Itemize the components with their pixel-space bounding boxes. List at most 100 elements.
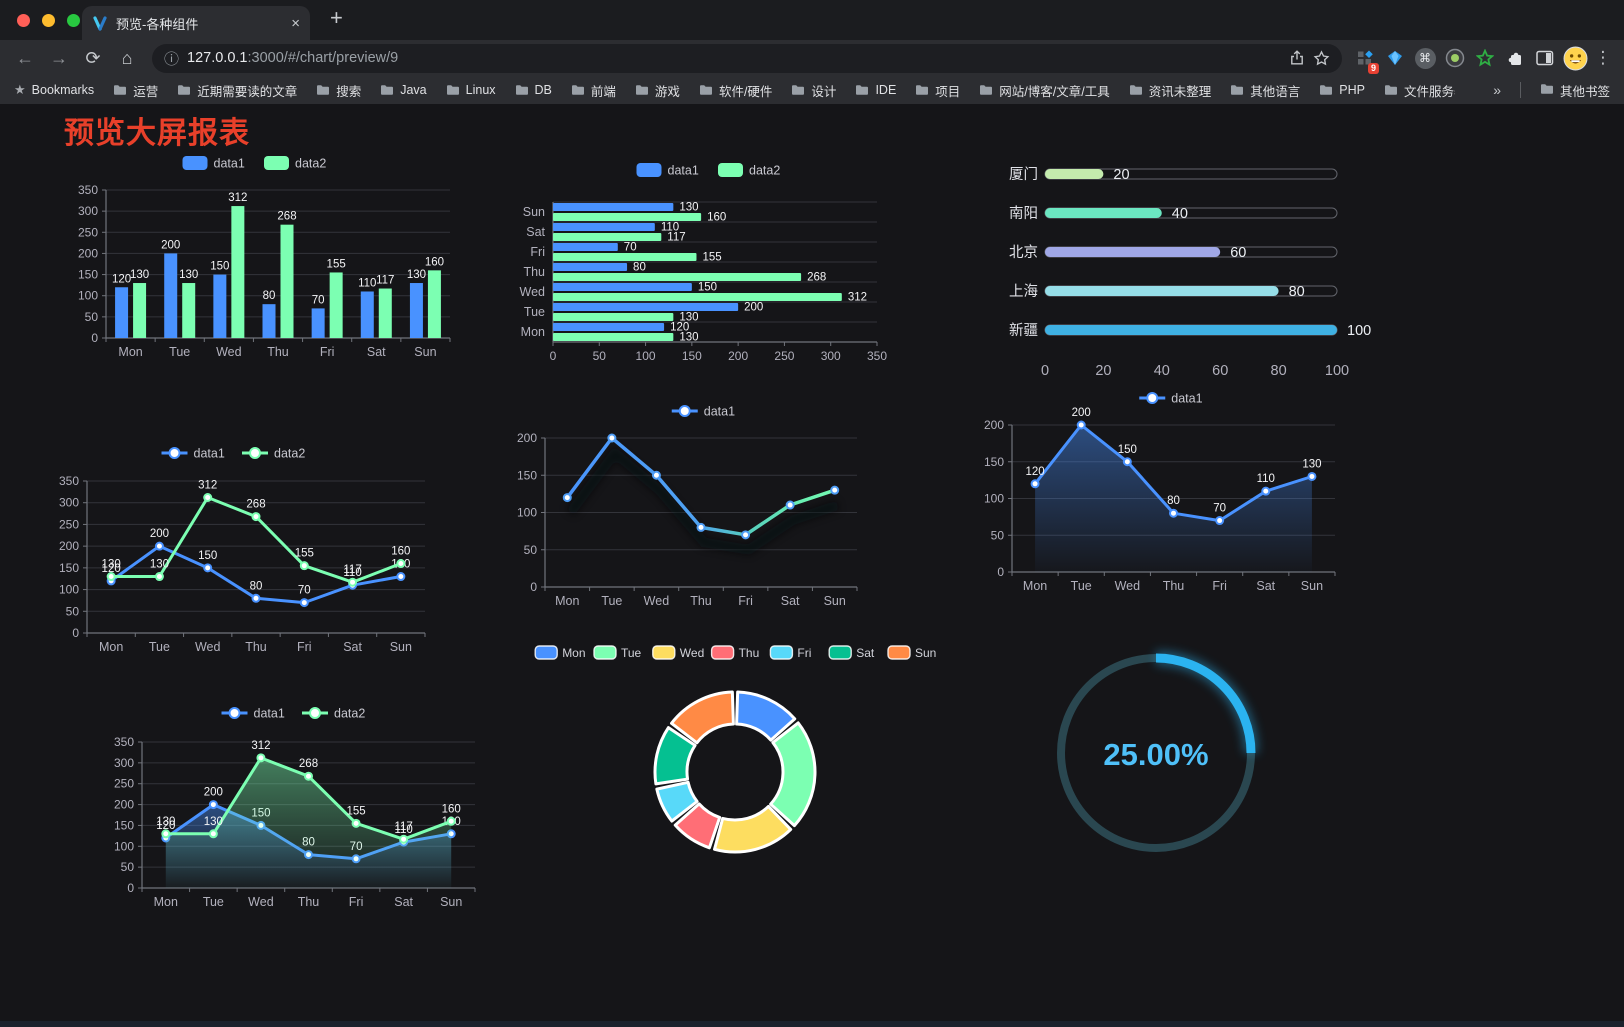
page-content: 预览大屏报表 data1 data2 0 50 100 150 200 250 300 350 Mo… [0, 104, 1624, 1021]
svg-text:Mon: Mon [154, 895, 178, 909]
bookmark-folder-item[interactable]: 设计 [791, 81, 836, 100]
svg-text:268: 268 [299, 758, 318, 770]
bookmark-folder-item[interactable]: 前端 [571, 81, 616, 100]
svg-text:250: 250 [774, 349, 794, 363]
extension-grid-icon[interactable]: 9 [1350, 40, 1380, 76]
bookmark-folder-item[interactable]: IDE [855, 83, 896, 97]
svg-text:312: 312 [251, 740, 270, 752]
svg-text:70: 70 [1213, 503, 1226, 515]
svg-text:100: 100 [517, 506, 537, 520]
svg-text:268: 268 [277, 211, 296, 223]
site-info-icon[interactable]: ⓘ [164, 50, 180, 68]
svg-text:300: 300 [821, 349, 841, 363]
svg-text:200: 200 [161, 239, 180, 251]
svg-text:Thu: Thu [523, 265, 545, 279]
folder-icon [316, 84, 330, 96]
svg-text:300: 300 [78, 204, 98, 218]
bookmark-folder-item[interactable]: 软件/硬件 [699, 81, 772, 100]
svg-text:0: 0 [530, 580, 537, 594]
svg-text:Thu: Thu [245, 640, 267, 654]
svg-text:80: 80 [633, 262, 646, 274]
bookmark-folder-item[interactable]: 文件服务器 [1384, 81, 1455, 100]
svg-text:50: 50 [66, 604, 80, 618]
extension-command-icon[interactable]: ⌘ [1410, 40, 1440, 76]
folder-icon [1319, 84, 1333, 96]
bookmark-folder-item[interactable]: 网站/博客/文章/工具 [979, 81, 1110, 100]
bookmark-folder-item[interactable]: 运营 [113, 81, 158, 100]
bookmark-folder-item[interactable]: Linux [446, 83, 496, 97]
svg-text:Tue: Tue [524, 305, 545, 319]
bookmark-folder-item[interactable]: 游戏 [635, 81, 680, 100]
extension-gem-icon[interactable] [1380, 40, 1410, 76]
profile-avatar[interactable] [1560, 40, 1590, 76]
svg-text:200: 200 [114, 798, 134, 812]
bookmark-folder-item[interactable]: 搜索 [316, 81, 361, 100]
side-panel-icon[interactable] [1530, 40, 1560, 76]
browser-tab[interactable]: 预览-各种组件 × [82, 6, 310, 40]
svg-text:312: 312 [228, 192, 247, 204]
url-text[interactable]: 127.0.0.1:3000/#/chart/preview/9 [187, 50, 399, 66]
folder-icon [1230, 84, 1244, 96]
svg-text:Wed: Wed [520, 285, 546, 299]
back-icon[interactable]: ← [16, 47, 34, 68]
svg-text:Fri: Fri [797, 646, 811, 660]
tab-close-icon[interactable]: × [291, 14, 300, 32]
svg-text:60: 60 [1212, 363, 1228, 379]
bookmark-folder-item[interactable]: Java [380, 83, 427, 97]
close-window-button[interactable] [17, 14, 30, 27]
svg-text:0: 0 [127, 881, 134, 895]
other-bookmarks-item[interactable]: 其他书签 [1540, 81, 1610, 100]
folder-icon [855, 84, 869, 96]
svg-text:Mon: Mon [1023, 579, 1047, 593]
chart-bar-vertical: data1 data2 0 50 100 150 200 250 300 350 Mon Tue Wed… [38, 150, 458, 362]
home-icon[interactable]: ⌂ [121, 47, 133, 68]
bookmark-folder-item[interactable]: 资讯未整理 [1129, 81, 1211, 100]
svg-text:117: 117 [376, 275, 394, 287]
zoom-window-button[interactable] [67, 14, 80, 27]
share-icon[interactable] [1289, 50, 1305, 66]
svg-text:Tue: Tue [149, 640, 170, 654]
extension-record-icon[interactable] [1440, 40, 1470, 76]
svg-text:50: 50 [593, 349, 607, 363]
svg-text:Sun: Sun [824, 594, 846, 608]
forward-icon[interactable]: → [50, 47, 68, 68]
svg-text:200: 200 [744, 302, 763, 314]
svg-text:Tue: Tue [169, 345, 190, 359]
svg-text:150: 150 [198, 550, 217, 562]
svg-text:Fri: Fri [349, 895, 364, 909]
svg-text:160: 160 [391, 546, 410, 558]
svg-text:100: 100 [984, 492, 1004, 506]
folder-icon [699, 84, 713, 96]
svg-text:350: 350 [867, 349, 887, 363]
svg-text:110: 110 [661, 222, 679, 234]
svg-text:117: 117 [394, 821, 412, 833]
bookmark-folder-item[interactable]: DB [515, 83, 552, 97]
chart-bar-horizontal: data1 data2 0 50 100 150 200 250 300 350 Sun 130 160… [505, 150, 905, 365]
address-bar[interactable]: ⓘ 127.0.0.1:3000/#/chart/preview/9 [152, 43, 1342, 73]
minimize-window-button[interactable] [42, 14, 55, 27]
svg-text:100: 100 [636, 349, 656, 363]
folder-icon [177, 84, 191, 96]
svg-text:130: 130 [130, 269, 149, 281]
extension-green-star-icon[interactable] [1470, 40, 1500, 76]
bookmark-folder-item[interactable]: 其他语言 [1230, 81, 1300, 100]
folder-icon [915, 84, 929, 96]
reload-icon[interactable]: ⟳ [85, 47, 101, 68]
extension-puzzle-icon[interactable] [1500, 40, 1530, 76]
folder-icon [1129, 84, 1143, 96]
svg-text:150: 150 [1118, 444, 1137, 456]
bookmark-folder-item[interactable]: 近期需要读的文章 [177, 81, 297, 100]
bookmarks-manager-item[interactable]: ★ Bookmarks [14, 82, 95, 97]
bookmark-folder-item[interactable]: PHP [1319, 83, 1365, 97]
bookmark-folder-item[interactable]: 项目 [915, 81, 960, 100]
browser-menu-icon[interactable]: ⋮ [1594, 48, 1612, 67]
svg-text:Fri: Fri [530, 245, 545, 259]
svg-text:120: 120 [112, 273, 131, 285]
bookmarks-overflow-icon[interactable]: » [1493, 82, 1501, 98]
browser-toolbar: ← → ⟳ ⌂ ⓘ 127.0.0.1:3000/#/chart/preview… [0, 40, 1624, 76]
svg-text:20: 20 [1095, 363, 1111, 379]
new-tab-button[interactable]: + [330, 5, 343, 30]
bookmark-star-icon[interactable] [1313, 49, 1330, 67]
svg-text:data1: data1 [194, 447, 225, 461]
